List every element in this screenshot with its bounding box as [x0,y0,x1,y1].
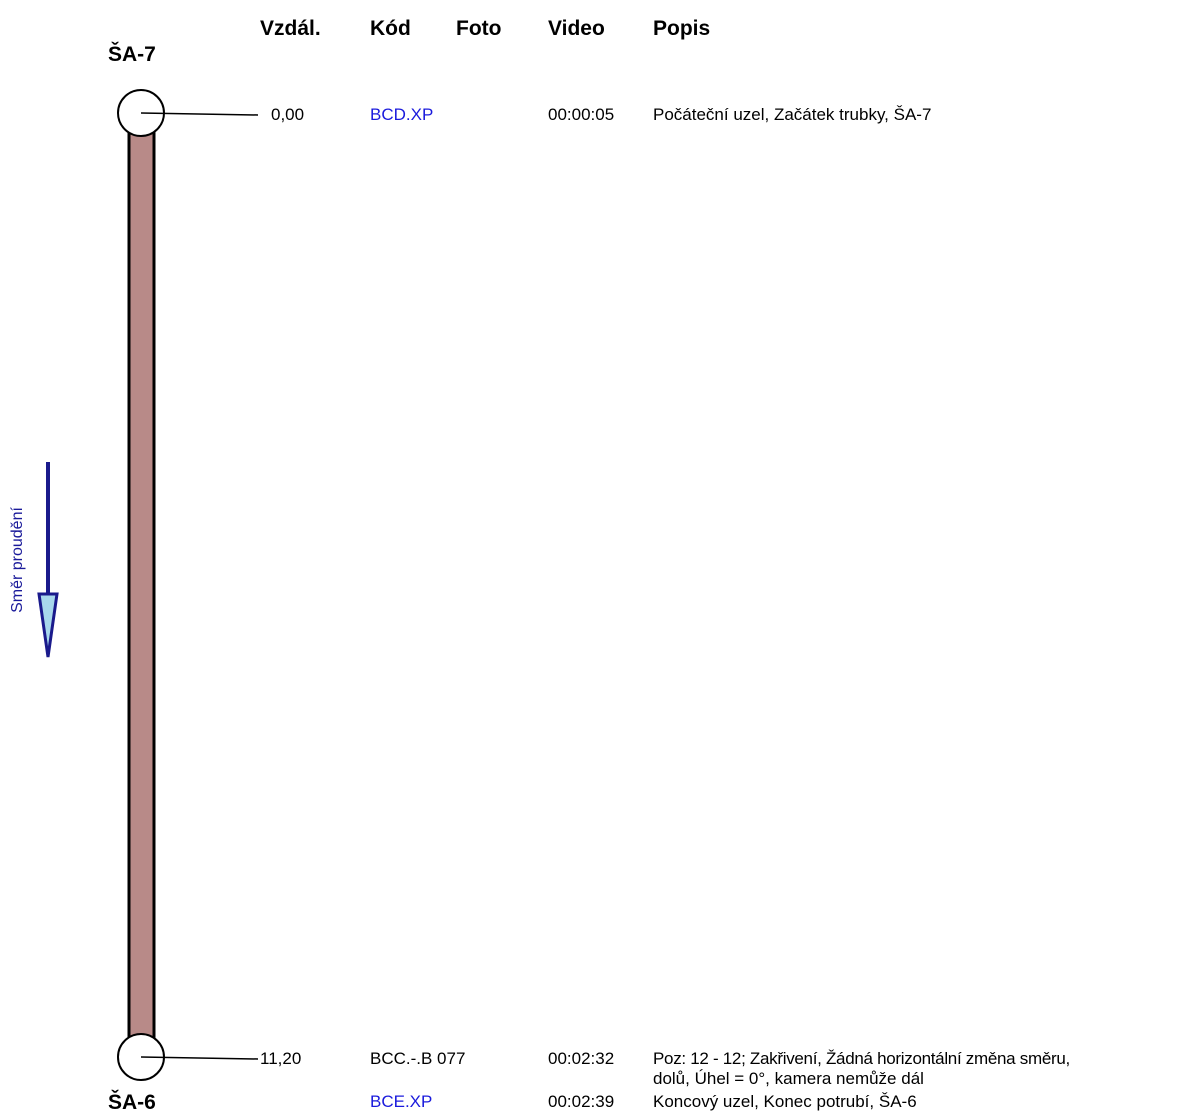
row-3-description: Koncový uzel, Konec potrubí, ŠA-6 [653,1092,917,1111]
leader-line-end [140,1056,259,1060]
row-2-distance: 11,20 [260,1049,302,1068]
row-3-code-link[interactable]: BCE.XP [370,1092,433,1111]
header-photo: Foto [456,17,502,40]
row-1-distance: 0,00 [271,105,305,124]
start-node-label: ŠA-7 [108,43,156,66]
pipe-segment [127,118,156,1072]
header-video: Video [548,17,605,40]
end-node-label: ŠA-6 [108,1091,156,1114]
flow-direction-arrow [37,462,59,658]
header-description: Popis [653,17,711,40]
row-2-description-line-2: dolů, Úhel = 0°, kamera nemůže dál [653,1069,924,1088]
row-2-description: Poz: 12 - 12; Zakřivení, Žádná horizontá… [653,1049,1198,1089]
header-distance: Vzdál. [260,17,321,40]
row-1-code-link[interactable]: BCD.XP [370,105,434,124]
row-1-video-time: 00:00:05 [548,105,615,124]
row-2-description-line-1: Poz: 12 - 12; Zakřivení, Žádná horizontá… [653,1049,1070,1068]
row-3-video-time: 00:02:39 [548,1092,615,1111]
row-2-video-time: 00:02:32 [548,1049,615,1068]
flow-direction: Směr proudění [3,490,33,630]
leader-line-start [140,112,259,116]
flow-direction-label: Směr proudění [9,507,26,613]
row-1-description: Počáteční uzel, Začátek trubky, ŠA-7 [653,105,932,124]
row-2-code: BCC.-.B 077 [370,1049,466,1068]
header-code: Kód [370,17,411,40]
